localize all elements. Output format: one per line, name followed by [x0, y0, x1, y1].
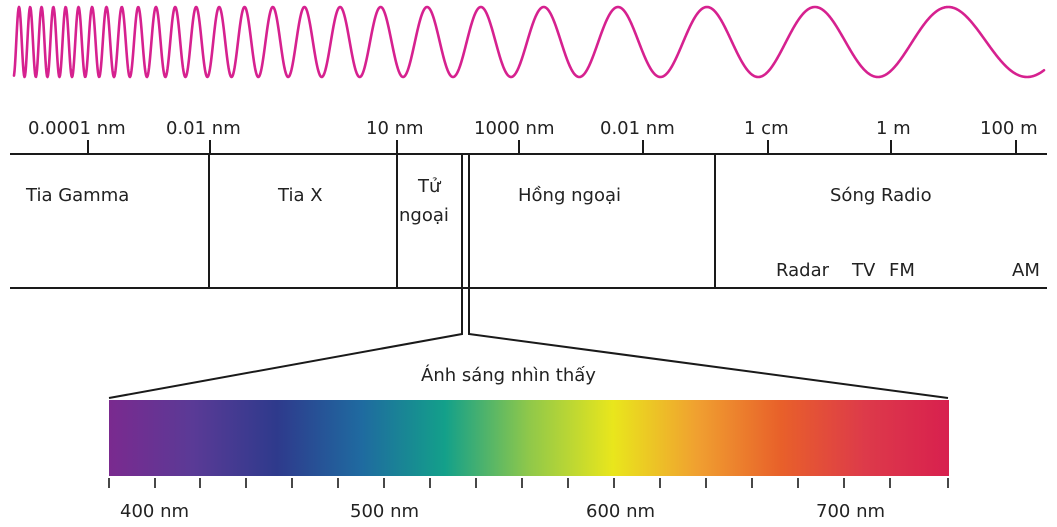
scale-label-6: 1 m	[876, 118, 911, 139]
scale-label-4: 0.01 nm	[600, 118, 675, 139]
scale-label-0: 0.0001 nm	[28, 118, 126, 139]
scale-label-5: 1 cm	[744, 118, 789, 139]
visible-tick-group	[108, 478, 949, 488]
scale-label-7: 100 m	[980, 118, 1038, 139]
visible-tick-label-400: 400 nm	[120, 501, 189, 522]
visible-title: Ánh sáng nhìn thấy	[421, 364, 596, 386]
visible-tick-label-700: 700 nm	[816, 501, 885, 522]
visible-funnel-left	[108, 154, 463, 399]
visible-tick-label-600: 600 nm	[586, 501, 655, 522]
region-label-radio: Sóng Radio	[830, 185, 932, 206]
radio-subband-tv: TV	[851, 260, 876, 281]
region-label-uv-line1: Tử	[417, 176, 442, 197]
scale-label-2: 10 nm	[366, 118, 424, 139]
region-label-gamma: Tia Gamma	[25, 185, 129, 206]
wavelength-wave	[12, 5, 1046, 79]
region-label-infrared: Hồng ngoại	[518, 185, 621, 206]
region-label-xray: Tia X	[277, 185, 323, 206]
radio-subband-am: AM	[1012, 260, 1040, 281]
region-label-uv-line2: ngoại	[399, 205, 449, 226]
visible-spectrum-bar	[109, 400, 949, 476]
visible-funnel-right	[468, 154, 949, 399]
radio-subband-fm: FM	[889, 260, 915, 281]
visible-tick-label-500: 500 nm	[350, 501, 419, 522]
radio-subband-radar: Radar	[776, 260, 830, 281]
scale-label-3: 1000 nm	[474, 118, 554, 139]
scale-label-1: 0.01 nm	[166, 118, 241, 139]
